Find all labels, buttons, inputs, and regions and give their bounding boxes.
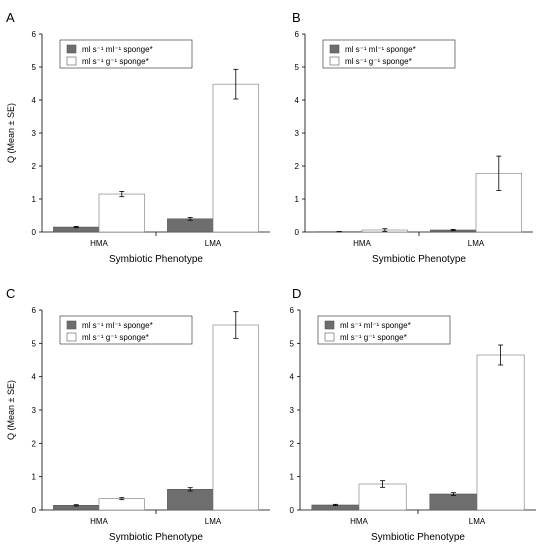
legend-box (59, 315, 193, 345)
y-tick-label: 5 (32, 63, 37, 72)
legend-swatch (66, 320, 77, 330)
panel-label: C (6, 286, 15, 301)
legend-swatch (66, 44, 77, 54)
bar-mass-lma (212, 83, 259, 233)
bar-mass-hma (98, 498, 145, 511)
x-tick-label: HMA (90, 239, 108, 248)
y-tick-label: 5 (290, 339, 295, 348)
x-tick-label: LMA (468, 239, 485, 248)
bar-mass-lma (212, 324, 259, 511)
y-tick-label: 2 (295, 162, 300, 171)
y-tick-label: 0 (290, 506, 295, 515)
y-tick-label: 6 (295, 30, 300, 39)
bar-mass-hma (98, 193, 145, 233)
bar-mass-hma (358, 483, 407, 511)
legend: ml s⁻¹ ml⁻¹ sponge* ml s⁻¹ g⁻¹ sponge* (317, 315, 451, 345)
legend-box (317, 315, 451, 345)
y-tick-label: 0 (32, 228, 37, 237)
y-tick-label: 6 (32, 30, 37, 39)
bar-mass-lma (476, 354, 525, 511)
y-tick-label: 5 (32, 339, 37, 348)
legend: ml s⁻¹ ml⁻¹ sponge* ml s⁻¹ g⁻¹ sponge* (59, 315, 193, 345)
x-axis-title: Symbiotic Phenotype (109, 532, 203, 543)
x-axis-title: Symbiotic Phenotype (372, 254, 466, 265)
y-tick-label: 2 (32, 439, 37, 448)
legend-label: ml s⁻¹ ml⁻¹ sponge* (82, 321, 153, 330)
legend-box (59, 39, 193, 69)
y-tick-label: 2 (290, 439, 295, 448)
panel-label: B (292, 10, 301, 25)
legend-label: ml s⁻¹ ml⁻¹ sponge* (345, 45, 416, 54)
y-tick-label: 1 (32, 473, 37, 482)
x-tick-label: LMA (205, 517, 222, 526)
x-tick-label: LMA (469, 517, 486, 526)
x-axis-title: Symbiotic Phenotype (371, 532, 465, 543)
panel-label: D (292, 286, 301, 301)
y-tick-label: 4 (32, 96, 37, 105)
bar-volume-lma (167, 218, 214, 233)
y-tick-label: 4 (295, 96, 300, 105)
y-tick-label: 0 (32, 506, 37, 515)
bar-volume-lma (167, 489, 214, 511)
legend-swatch (66, 56, 77, 66)
legend-swatch (329, 56, 340, 66)
legend-label: ml s⁻¹ g⁻¹ sponge* (345, 57, 412, 66)
y-axis-title: Q (Mean ± SE) (6, 103, 16, 163)
x-tick-label: HMA (90, 517, 108, 526)
y-tick-label: 6 (290, 306, 295, 315)
x-tick-label: HMA (353, 239, 371, 248)
x-tick-label: LMA (205, 239, 222, 248)
y-tick-label: 1 (32, 195, 37, 204)
y-tick-label: 1 (295, 195, 300, 204)
y-tick-label: 1 (290, 473, 295, 482)
x-tick-label: HMA (350, 517, 368, 526)
bar-volume-lma (429, 493, 478, 511)
y-tick-label: 4 (290, 373, 295, 382)
legend-box (322, 39, 456, 69)
legend-swatch (329, 44, 340, 54)
legend: ml s⁻¹ ml⁻¹ sponge* ml s⁻¹ g⁻¹ sponge* (59, 39, 193, 69)
legend-label: ml s⁻¹ ml⁻¹ sponge* (340, 321, 411, 330)
y-tick-label: 5 (295, 63, 300, 72)
x-axis-title: Symbiotic Phenotype (109, 254, 203, 265)
legend-swatch (324, 320, 335, 330)
legend-swatch (324, 332, 335, 342)
y-tick-label: 3 (295, 129, 300, 138)
y-axis-title: Q (Mean ± SE) (6, 380, 16, 440)
y-tick-label: 6 (32, 306, 37, 315)
legend-swatch (66, 332, 77, 342)
legend-label: ml s⁻¹ g⁻¹ sponge* (340, 333, 407, 342)
panel-label: A (6, 10, 15, 25)
y-tick-label: 3 (32, 129, 37, 138)
y-tick-label: 3 (32, 406, 37, 415)
y-tick-label: 3 (290, 406, 295, 415)
y-tick-label: 2 (32, 162, 37, 171)
y-tick-label: 4 (32, 373, 37, 382)
legend-label: ml s⁻¹ g⁻¹ sponge* (82, 57, 149, 66)
y-tick-label: 0 (295, 228, 300, 237)
legend: ml s⁻¹ ml⁻¹ sponge* ml s⁻¹ g⁻¹ sponge* (322, 39, 456, 69)
legend-label: ml s⁻¹ g⁻¹ sponge* (82, 333, 149, 342)
legend-label: ml s⁻¹ ml⁻¹ sponge* (82, 45, 153, 54)
